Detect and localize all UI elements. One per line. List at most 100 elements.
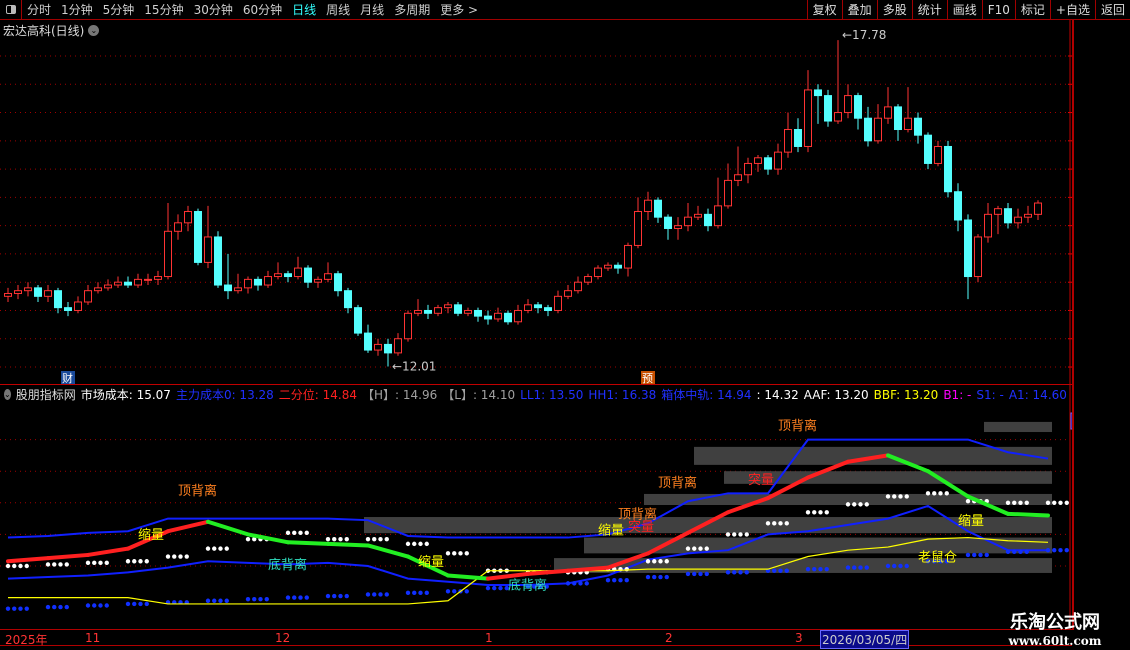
indicator-dot (12, 606, 17, 611)
indicator-dot (704, 546, 709, 551)
indicator-dot (744, 532, 749, 537)
indicator-dot (938, 559, 943, 564)
indicator-dot (5, 563, 11, 569)
indicator-dot (92, 560, 97, 566)
tab-period[interactable]: 更多 > (440, 3, 479, 17)
trend-line-segment (806, 459, 850, 480)
toolbar-button[interactable]: 复权 (806, 0, 842, 20)
toolbar-button[interactable]: 标记 (1014, 0, 1050, 20)
tab-period[interactable]: 60分钟 (242, 3, 283, 17)
indicator-dot (612, 578, 617, 583)
indicator-dot (104, 560, 109, 566)
tab-period[interactable]: 分时 (27, 3, 52, 17)
candle-body (414, 309, 422, 314)
indicator-dot (725, 532, 731, 537)
watermark: 乐淘公式网 www.60lt.com (990, 608, 1120, 648)
indicator-value: 二分位: 14.84 (278, 388, 358, 402)
tab-period[interactable]: 多周期 (394, 3, 431, 17)
indicator-dot (784, 521, 789, 526)
trend-line-segment (526, 568, 570, 576)
trend-line-segment (206, 519, 250, 537)
indicator-dot (458, 551, 463, 556)
indicator-dot (892, 563, 897, 569)
indicator-dot (252, 536, 257, 542)
candle-body (184, 211, 192, 224)
chevron-down-icon[interactable]: ⌄ (88, 25, 100, 36)
tab-period[interactable]: 1分钟 (61, 3, 93, 17)
indicator-dot (332, 536, 337, 542)
watermark-url: www.60lt.com (1008, 634, 1102, 648)
candle-body (594, 267, 602, 278)
candle-body (214, 236, 222, 286)
indicator-dot (165, 554, 171, 559)
candle-body (674, 225, 682, 229)
indicator-dot (332, 593, 337, 599)
toolbar-button[interactable]: +自选 (1049, 0, 1095, 20)
toolbar-button[interactable]: 统计 (911, 0, 947, 20)
candle-body (854, 95, 862, 119)
indicator-dot (304, 530, 309, 536)
indicator-dot (138, 559, 143, 564)
indicator-dot (64, 604, 69, 610)
price-extreme-label: ←17.78 (842, 28, 886, 42)
indicator-dot (85, 560, 91, 566)
event-marker[interactable] (61, 371, 75, 384)
indicator-dot (92, 603, 97, 608)
indicator-dot (898, 563, 903, 569)
indicator-value: 股朋指标网 (15, 388, 76, 402)
tab-period[interactable]: 5分钟 (102, 3, 135, 17)
candle-body (1014, 216, 1022, 224)
indicator-dot (605, 578, 611, 583)
event-marker-label: 财 (62, 371, 73, 385)
toolbar-button[interactable]: F10 (981, 0, 1015, 20)
indicator-dot (285, 530, 291, 536)
signal-label: 缩量 (958, 513, 984, 529)
kline-chart[interactable]: 17.5017.0016.5016.0015.5015.0014.5014.00… (0, 0, 1072, 629)
candle-body (394, 338, 402, 354)
candle-body (504, 312, 512, 323)
candle-body (74, 301, 82, 311)
indicator-dot (218, 598, 223, 603)
indicator-dot (125, 601, 131, 607)
toolbar-button[interactable]: 返回 (1094, 0, 1130, 20)
indicator-dot (405, 541, 411, 547)
indicator-dot (972, 552, 977, 558)
trend-line-segment (406, 554, 450, 578)
candle-body (904, 117, 912, 131)
indicator-dot (772, 521, 777, 526)
indicator-dot (58, 604, 63, 610)
tab-period[interactable]: 15分钟 (144, 3, 184, 17)
tab-period[interactable]: 日线 (292, 3, 317, 17)
candle-body (544, 307, 552, 311)
indicator-value: LL1: 13.50 (520, 387, 584, 402)
tab-period[interactable]: 月线 (360, 3, 385, 17)
event-marker[interactable] (641, 371, 655, 384)
toolbar-button[interactable]: 叠加 (841, 0, 877, 20)
candle-body (94, 287, 102, 292)
trend-line-segment (126, 529, 170, 551)
candle-body (434, 307, 442, 314)
indicator-dot (698, 571, 703, 577)
candle-body (874, 117, 882, 142)
candle-body (554, 295, 562, 311)
toolbar-button[interactable]: 多股 (876, 0, 912, 20)
chevron-down-icon[interactable]: ⌄ (4, 389, 11, 400)
indicator-dot (405, 590, 411, 596)
indicator-dot (452, 551, 457, 556)
trend-line-segment (286, 540, 330, 546)
candle-body (44, 290, 52, 297)
indicator-dot (944, 491, 949, 496)
indicator-dot (932, 559, 937, 564)
trend-line-segment (1006, 511, 1050, 518)
candle-body (4, 293, 12, 297)
candle-body (724, 179, 732, 207)
toolbar-button[interactable]: 画线 (946, 0, 982, 20)
current-value-box (1070, 412, 1072, 430)
tab-period[interactable]: 30分钟 (193, 3, 233, 17)
signal-label: 底背离 (508, 578, 547, 594)
tab-period[interactable]: 周线 (326, 3, 351, 17)
trend-line-segment (366, 543, 410, 559)
indicator-dot (5, 606, 11, 611)
sidebar-toggle-button[interactable] (0, 0, 22, 20)
indicator-dot (812, 510, 817, 515)
